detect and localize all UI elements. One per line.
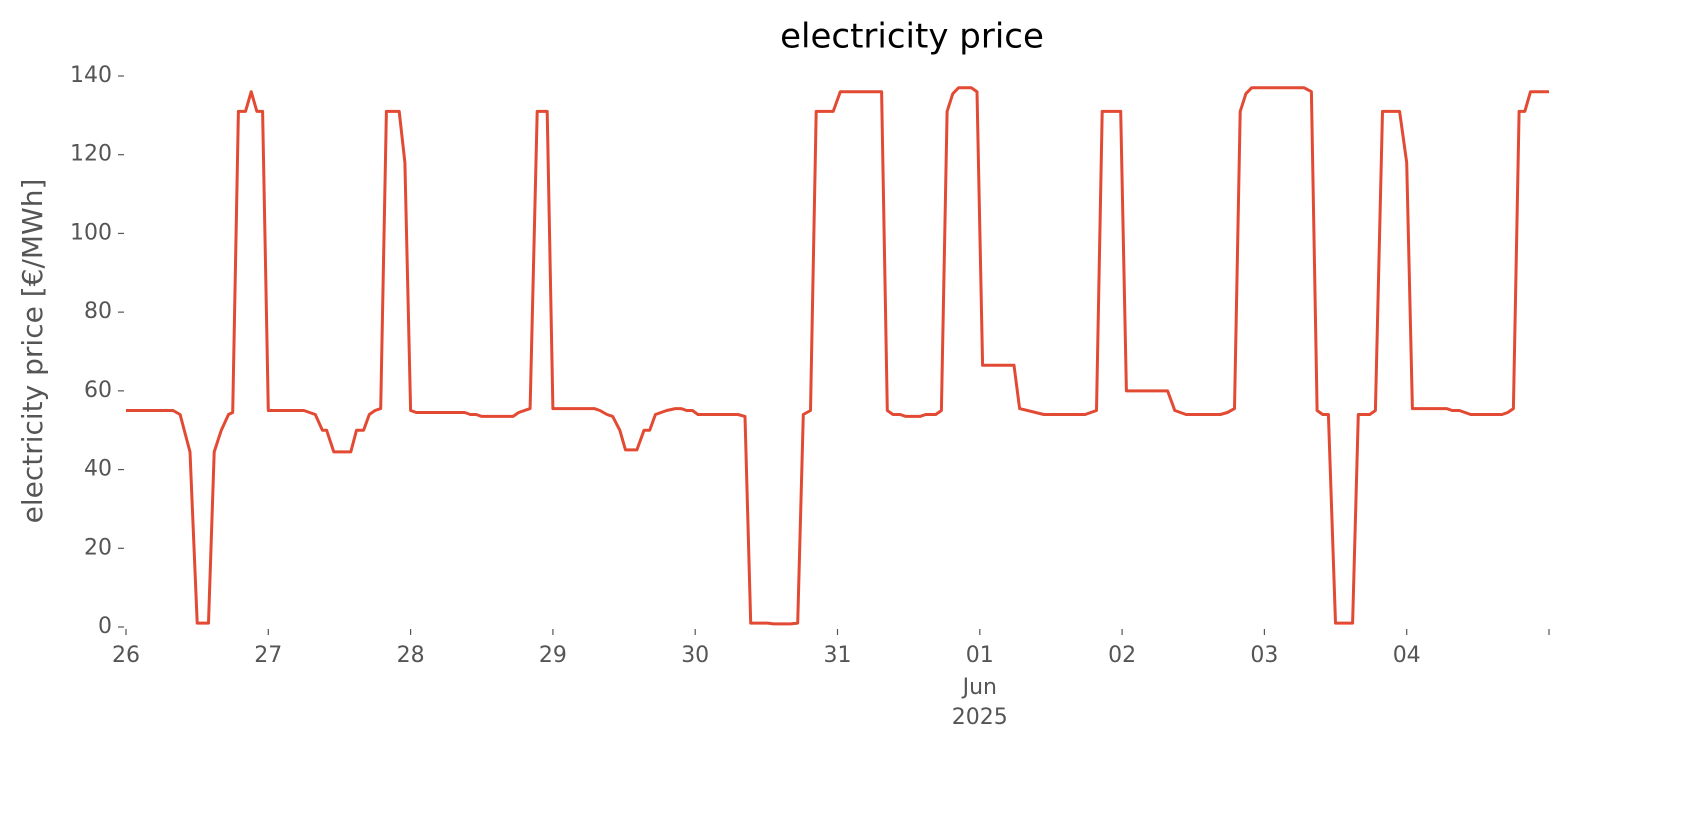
x-tick-label: 29 bbox=[539, 643, 567, 668]
x-sub-label: Jun bbox=[961, 675, 997, 700]
chart-title: electricity price bbox=[780, 17, 1044, 57]
y-tick-label: 0 bbox=[98, 614, 112, 639]
x-tick-label: 26 bbox=[112, 643, 140, 668]
price-line bbox=[126, 86, 1549, 626]
x-tick-label: 31 bbox=[824, 643, 852, 668]
x-tick-label: 27 bbox=[254, 643, 282, 668]
y-tick-label: 120 bbox=[70, 142, 112, 167]
y-axis-label: electricity price [€/MWh] bbox=[16, 179, 49, 524]
y-tick-label: 140 bbox=[70, 63, 112, 88]
y-tick-label: 100 bbox=[70, 220, 112, 245]
x-tick-label: 01 bbox=[966, 643, 994, 668]
x-tick-label: 03 bbox=[1250, 643, 1278, 668]
y-tick-label: 40 bbox=[84, 457, 112, 482]
y-tick-label: 60 bbox=[84, 378, 112, 403]
x-tick-label: 02 bbox=[1108, 643, 1136, 668]
x-sub-label: 2025 bbox=[952, 705, 1008, 730]
x-tick-label: 04 bbox=[1393, 643, 1421, 668]
x-tick-label: 28 bbox=[397, 643, 425, 668]
y-tick-label: 20 bbox=[84, 535, 112, 560]
y-tick-label: 80 bbox=[84, 299, 112, 324]
x-tick-label: 30 bbox=[681, 643, 709, 668]
